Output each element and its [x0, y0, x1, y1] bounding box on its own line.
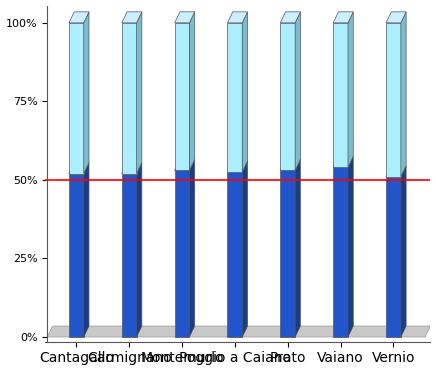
Polygon shape: [401, 166, 406, 337]
Polygon shape: [122, 12, 142, 23]
Polygon shape: [348, 12, 353, 167]
Polygon shape: [386, 177, 401, 337]
Polygon shape: [401, 12, 406, 177]
Polygon shape: [333, 12, 353, 23]
Polygon shape: [69, 23, 84, 174]
Polygon shape: [280, 23, 295, 171]
Polygon shape: [122, 23, 136, 174]
Polygon shape: [228, 23, 242, 172]
Polygon shape: [228, 172, 242, 337]
Polygon shape: [47, 326, 430, 337]
Polygon shape: [84, 12, 89, 174]
Polygon shape: [242, 161, 248, 337]
Polygon shape: [122, 162, 142, 174]
Polygon shape: [280, 12, 300, 23]
Polygon shape: [189, 160, 195, 337]
Polygon shape: [69, 162, 89, 174]
Polygon shape: [136, 162, 142, 337]
Polygon shape: [295, 160, 300, 337]
Polygon shape: [174, 160, 195, 171]
Polygon shape: [136, 12, 142, 174]
Polygon shape: [174, 23, 189, 171]
Polygon shape: [386, 12, 406, 23]
Polygon shape: [333, 23, 348, 167]
Polygon shape: [174, 12, 195, 23]
Polygon shape: [295, 12, 300, 171]
Polygon shape: [122, 174, 136, 337]
Polygon shape: [69, 12, 89, 23]
Polygon shape: [386, 166, 406, 177]
Polygon shape: [189, 12, 195, 171]
Polygon shape: [228, 161, 248, 172]
Polygon shape: [242, 12, 248, 172]
Polygon shape: [280, 160, 300, 171]
Polygon shape: [333, 167, 348, 337]
Polygon shape: [84, 162, 89, 337]
Polygon shape: [386, 23, 401, 177]
Polygon shape: [228, 12, 248, 23]
Polygon shape: [333, 156, 353, 167]
Polygon shape: [348, 156, 353, 337]
Polygon shape: [174, 171, 189, 337]
Polygon shape: [280, 171, 295, 337]
Polygon shape: [69, 174, 84, 337]
